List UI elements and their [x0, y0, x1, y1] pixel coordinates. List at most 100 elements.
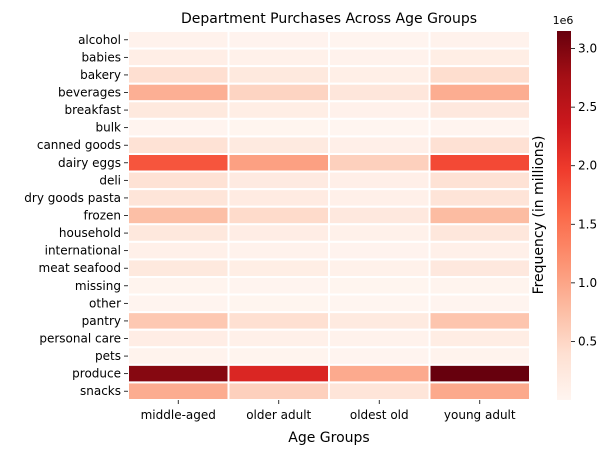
row-label: beverages	[58, 86, 121, 100]
heatmap-cells	[127, 30, 531, 401]
colorbar-label: Frequency (in millions)	[531, 136, 547, 295]
heatmap-cell-babies-oldest-old	[328, 47, 431, 68]
colorbar-tick-label: 3.0	[578, 42, 597, 56]
heatmap-cell-personal-care-older-adult	[227, 328, 330, 349]
chart-title: Department Purchases Across Age Groups	[181, 11, 477, 27]
heatmap-cell-snacks-middle-aged	[127, 381, 230, 401]
heatmap-cell-dairy-eggs-young-adult	[428, 153, 531, 173]
heatmap-cell-canned-goods-middle-aged	[127, 135, 230, 156]
colorbar-multiplier: 1e6	[553, 14, 574, 27]
heatmap-cell-bulk-young-adult	[428, 117, 531, 138]
heatmap-cell-bakery-older-adult	[227, 65, 330, 85]
heatmap-cell-international-oldest-old	[328, 240, 431, 261]
heatmap-cell-bakery-young-adult	[428, 65, 531, 85]
heatmap-cell-breakfast-older-adult	[227, 100, 330, 120]
heatmap-cell-meat-seafood-middle-aged	[127, 258, 230, 278]
heatmap-cell-alcohol-middle-aged	[127, 30, 230, 50]
heatmap-cell-breakfast-young-adult	[428, 100, 531, 120]
heatmap-cell-snacks-young-adult	[428, 381, 531, 401]
heatmap-cell-snacks-oldest-old	[328, 381, 431, 401]
heatmap-cell-meat-seafood-oldest-old	[328, 258, 431, 278]
heatmap-cell-produce-older-adult	[227, 363, 330, 384]
heatmap-cell-pantry-older-adult	[227, 311, 330, 331]
heatmap-cell-other-middle-aged	[127, 293, 230, 314]
heatmap-cell-bulk-older-adult	[227, 117, 330, 138]
heatmap-cell-canned-goods-older-adult	[227, 135, 330, 156]
heatmap-cell-bulk-middle-aged	[127, 117, 230, 138]
heatmap-cell-pets-oldest-old	[328, 346, 431, 366]
heatmap-cell-produce-oldest-old	[328, 363, 431, 384]
heatmap-cell-other-older-adult	[227, 293, 330, 314]
colorbar-ticks: 0.5 1.0 1.5 2.0 2.5 3.0	[571, 42, 597, 348]
row-label: breakfast	[64, 103, 121, 117]
heatmap-cell-canned-goods-young-adult	[428, 135, 531, 156]
heatmap-cell-frozen-oldest-old	[328, 205, 431, 226]
heatmap-cell-frozen-older-adult	[227, 205, 330, 226]
column-labels: middle-aged older adult oldest old young ad…	[141, 400, 516, 422]
colorbar-tick-label: 1.0	[578, 276, 597, 290]
heatmap-cell-international-older-adult	[227, 240, 330, 261]
heatmap-cell-frozen-young-adult	[428, 205, 531, 226]
heatmap-cell-pets-older-adult	[227, 346, 330, 366]
row-label: snacks	[80, 384, 121, 398]
colorbar-tick-label: 2.0	[578, 159, 597, 173]
heatmap-cell-dairy-eggs-oldest-old	[328, 153, 431, 173]
row-label: other	[89, 296, 121, 310]
row-label: personal care	[39, 332, 121, 346]
heatmap-cell-missing-oldest-old	[328, 276, 431, 296]
heatmap-cell-babies-older-adult	[227, 47, 330, 68]
heatmap-cell-dry-goods-pasta-older-adult	[227, 188, 330, 208]
row-labels: alcohol babies bakery beverages breakfast bul…	[24, 33, 128, 398]
heatmap-cell-pantry-young-adult	[428, 311, 531, 331]
heatmap-cell-meat-seafood-older-adult	[227, 258, 330, 278]
colorbar	[557, 31, 571, 400]
row-label: frozen	[83, 209, 121, 223]
row-label: alcohol	[78, 33, 121, 47]
row-label: produce	[72, 367, 121, 381]
heatmap-cell-dairy-eggs-older-adult	[227, 153, 330, 173]
heatmap-cell-household-young-adult	[428, 223, 531, 243]
heatmap-cell-other-oldest-old	[328, 293, 431, 314]
column-label: oldest old	[350, 408, 409, 422]
heatmap-cell-bakery-oldest-old	[328, 65, 431, 85]
column-label: middle-aged	[141, 408, 216, 422]
heatmap-cell-beverages-middle-aged	[127, 82, 230, 103]
heatmap-cell-dry-goods-pasta-middle-aged	[127, 188, 230, 208]
heatmap-cell-dairy-eggs-middle-aged	[127, 153, 230, 173]
colorbar-tick-label: 0.5	[578, 334, 597, 348]
heatmap-cell-deli-middle-aged	[127, 170, 230, 191]
heatmap-cell-meat-seafood-young-adult	[428, 258, 531, 278]
heatmap-cell-household-oldest-old	[328, 223, 431, 243]
row-label: meat seafood	[39, 261, 121, 275]
heatmap-cell-missing-older-adult	[227, 276, 330, 296]
heatmap-cell-babies-young-adult	[428, 47, 531, 68]
heatmap-cell-personal-care-oldest-old	[328, 328, 431, 349]
heatmap-cell-other-young-adult	[428, 293, 531, 314]
heatmap-cell-frozen-middle-aged	[127, 205, 230, 226]
heatmap-cell-deli-young-adult	[428, 170, 531, 191]
heatmap-cell-bulk-oldest-old	[328, 117, 431, 138]
heatmap-cell-pets-young-adult	[428, 346, 531, 366]
heatmap-cell-beverages-oldest-old	[328, 82, 431, 103]
heatmap-cell-canned-goods-oldest-old	[328, 135, 431, 156]
heatmap-cell-household-middle-aged	[127, 223, 230, 243]
colorbar-tick-label: 1.5	[578, 217, 597, 231]
heatmap-cell-produce-middle-aged	[127, 363, 230, 384]
heatmap-cell-international-middle-aged	[127, 240, 230, 261]
heatmap-cell-produce-young-adult	[428, 363, 531, 384]
heatmap-cell-bakery-middle-aged	[127, 65, 230, 85]
heatmap-cell-beverages-young-adult	[428, 82, 531, 103]
row-label: canned goods	[37, 138, 121, 152]
heatmap-cell-missing-middle-aged	[127, 276, 230, 296]
column-label: older adult	[246, 408, 311, 422]
heatmap-cell-missing-young-adult	[428, 276, 531, 296]
row-label: pets	[95, 349, 121, 363]
heatmap-cell-personal-care-young-adult	[428, 328, 531, 349]
heatmap-cell-deli-older-adult	[227, 170, 330, 191]
heatmap-cell-pantry-middle-aged	[127, 311, 230, 331]
row-label: household	[59, 226, 121, 240]
row-label: missing	[75, 279, 121, 293]
heatmap-cell-household-older-adult	[227, 223, 330, 243]
row-label: babies	[81, 50, 121, 64]
